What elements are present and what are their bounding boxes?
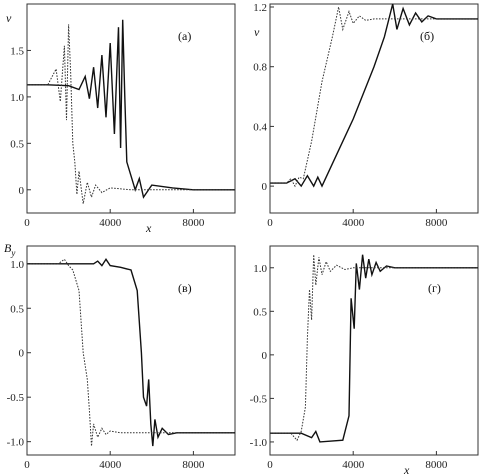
y-tick-label: 1.0 [10, 92, 24, 104]
y-tick-label: 0.5 [10, 138, 24, 150]
y-tick-label: 0 [19, 348, 25, 360]
x-tick-label: 4000 [342, 217, 365, 229]
series-solid-line [270, 254, 478, 443]
x-tick-label: 8000 [182, 459, 205, 471]
x-tick-label: 4000 [99, 217, 122, 229]
plot-frame [26, 3, 236, 214]
y-tick-label: 1.2 [253, 2, 267, 14]
y-axis-label: By [4, 241, 15, 258]
y-tick-label: 0.5 [253, 306, 267, 318]
y-tick-label: 0 [262, 350, 268, 362]
y-tick-label: -0.5 [250, 393, 268, 405]
plot-frame [269, 3, 479, 214]
series-dotted-line [27, 258, 235, 447]
series-dotted-line [270, 6, 478, 188]
panel-2: 0 4000 8000 0 0.4 0.8 1.2 (б) v [253, 2, 479, 229]
y-axis-label: v [6, 11, 12, 25]
plot-frame [269, 245, 479, 456]
series-solid-line [27, 258, 235, 447]
y-tick-label: -1.0 [250, 437, 268, 449]
y-tick-label: -1.0 [7, 437, 25, 449]
panel-1: 0 4000 8000 0 0.5 1.0 1.5 (а) v x [6, 3, 236, 235]
panel-label: (б) [420, 29, 434, 43]
y-tick-label: 0.4 [253, 121, 267, 133]
series-solid-line [27, 19, 235, 199]
x-tick-label: 8000 [182, 217, 205, 229]
x-tick-label: 0 [24, 459, 30, 471]
plot-frame [26, 245, 236, 456]
y-tick-label: 0 [262, 181, 268, 193]
x-axis-label: x [145, 221, 152, 235]
panel-label: (а) [178, 29, 191, 43]
panel-label: (в) [178, 281, 192, 295]
x-tick-label: 0 [267, 459, 273, 471]
y-tick-label: -0.5 [7, 392, 25, 404]
x-tick-label: 8000 [425, 217, 448, 229]
series-solid-line [270, 3, 478, 188]
panel-3: 0 4000 8000 -1.0 -0.5 0 0.5 1.0 (в) By [4, 241, 236, 471]
y-axis-label: v [254, 25, 260, 39]
series-dotted-line [27, 24, 235, 204]
y-tick-label: 1.0 [10, 259, 24, 271]
x-axis-label: x [403, 463, 410, 476]
x-tick-label: 0 [24, 217, 30, 229]
y-tick-label: 0.8 [253, 62, 267, 74]
y-tick-label: 1.0 [253, 263, 267, 275]
panel-4: 0 4000 8000 -1.0 -0.5 0 0.5 1.0 (г) x [250, 245, 479, 476]
x-tick-label: 4000 [99, 459, 122, 471]
x-tick-label: 4000 [342, 459, 365, 471]
y-tick-label: 0.5 [10, 303, 24, 315]
x-tick-label: 0 [267, 217, 273, 229]
y-tick-label: 1.5 [10, 45, 24, 57]
panel-label: (г) [428, 281, 441, 295]
y-tick-label: 0 [19, 185, 25, 197]
x-tick-label: 8000 [425, 459, 448, 471]
series-dotted-line [270, 254, 478, 442]
